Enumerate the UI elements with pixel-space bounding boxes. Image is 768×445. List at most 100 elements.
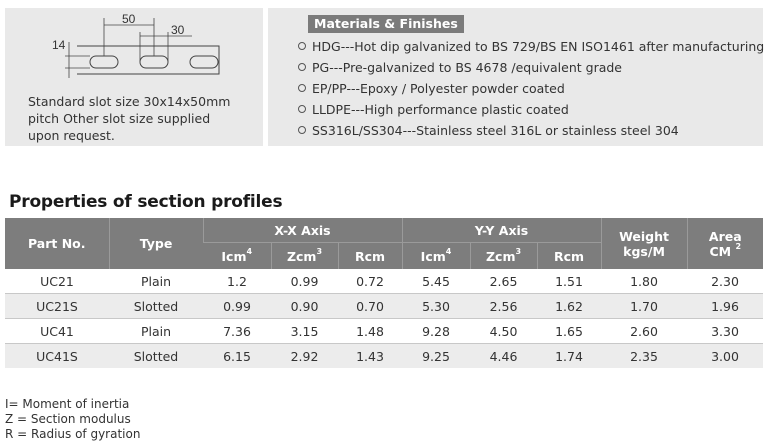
table-row: UC21 Plain 1.2 0.99 0.72 5.45 2.65 1.51 …: [5, 269, 764, 294]
materials-panel: Materials & Finishes HDG---Hot dip galva…: [268, 8, 764, 146]
header-yy-axis: Y-Y Axis: [401, 218, 602, 243]
header-icm-sup: 4: [445, 247, 452, 257]
cell-type: Plain: [109, 269, 203, 294]
cell-y-rcm: 1.65: [537, 318, 602, 344]
cell-area: 3.00: [687, 343, 764, 368]
slot-caption: Standard slot size 30x14x50mm pitch Othe…: [28, 93, 258, 144]
slot-caption-line: Standard slot size 30x14x50mm: [28, 94, 231, 109]
header-x-zcm: Zcm3: [270, 242, 338, 269]
header-area-sup: 2: [735, 242, 742, 252]
legend-item: Z = Section modulus: [5, 412, 131, 426]
cell-x-rcm: 1.48: [338, 318, 403, 344]
slot-3: [189, 55, 219, 69]
header-area-line1: Area: [708, 228, 742, 244]
slot-caption-line: pitch Other slot size supplied: [28, 111, 211, 126]
cell-x-zcm: 0.99: [271, 269, 338, 294]
cell-x-zcm: 3.15: [271, 318, 338, 344]
dim-pitch-label: 50: [122, 12, 136, 26]
bullet-icon: [298, 63, 306, 71]
header-icm-text: Icm: [420, 248, 446, 264]
material-item: HDG---Hot dip galvanized to BS 729/BS EN…: [298, 36, 764, 57]
header-zcm-sup: 3: [316, 247, 323, 257]
table-row: UC41 Plain 7.36 3.15 1.48 9.28 4.50 1.65…: [5, 318, 764, 344]
bullet-icon: [298, 105, 306, 113]
header-weight-line2: kgs/M: [623, 243, 665, 259]
header-part-no: Part No.: [5, 218, 109, 269]
cell-y-zcm: 4.50: [470, 318, 538, 344]
table-row: UC41S Slotted 6.15 2.92 1.43 9.25 4.46 1…: [5, 343, 764, 368]
header-zcm-sup: 3: [515, 247, 522, 257]
material-text: SS316L/SS304---Stainless steel 316L or s…: [312, 123, 679, 138]
cell-y-zcm: 2.65: [470, 269, 538, 294]
bullet-icon: [298, 42, 306, 50]
header-zcm-text: Zcm: [286, 248, 317, 264]
header-type: Type: [108, 218, 203, 269]
cell-type: Slotted: [109, 293, 203, 319]
slot-2: [139, 55, 169, 69]
dim-height-label: 14: [52, 38, 66, 52]
header-zcm-text: Zcm: [485, 248, 516, 264]
dim-length-label: 30: [171, 23, 185, 37]
header-area: Area CM 2: [686, 218, 764, 269]
material-item: PG---Pre-galvanized to BS 4678 /equivale…: [298, 57, 764, 78]
header-weight: Weight kgs/M: [600, 218, 688, 269]
header-y-icm: Icm4: [401, 242, 471, 269]
materials-header: Materials & Finishes: [308, 15, 464, 33]
cell-x-rcm: 0.70: [338, 293, 403, 319]
cell-y-zcm: 2.56: [470, 293, 538, 319]
cell-type: Plain: [109, 318, 203, 344]
table-row: UC21S Slotted 0.99 0.90 0.70 5.30 2.56 1…: [5, 293, 764, 319]
section-title: Properties of section profiles: [9, 192, 283, 212]
cell-area: 3.30: [687, 318, 764, 344]
cell-part-no: UC21: [5, 269, 109, 294]
cell-area: 1.96: [687, 293, 764, 319]
slot-diagram: 50 30 14: [52, 12, 220, 78]
cell-x-rcm: 1.43: [338, 343, 403, 368]
cell-x-icm: 7.36: [203, 318, 271, 344]
cell-y-icm: 9.28: [402, 318, 471, 344]
cell-y-rcm: 1.62: [537, 293, 602, 319]
cell-area: 2.30: [687, 269, 764, 294]
material-text: LLDPE---High performance plastic coated: [312, 102, 569, 117]
section-properties-table: Part No. Type X-X Axis Y-Y Axis Weight k…: [5, 218, 764, 368]
cell-part-no: UC41S: [5, 343, 109, 368]
bullet-icon: [298, 84, 306, 92]
header-area-line2: CM: [709, 243, 732, 259]
header-x-rcm: Rcm: [337, 242, 403, 269]
header-area-line2-wrap: CM 2: [688, 242, 764, 259]
cell-y-zcm: 4.46: [470, 343, 538, 368]
cell-weight: 1.70: [601, 293, 688, 319]
slot-1: [89, 55, 119, 69]
bullet-icon: [298, 126, 306, 134]
cell-type: Slotted: [109, 343, 203, 368]
cell-part-no: UC41: [5, 318, 109, 344]
slot-caption-line: upon request.: [28, 128, 115, 143]
cell-y-icm: 9.25: [402, 343, 471, 368]
header-x-icm: Icm4: [203, 242, 271, 269]
slot-diagram-panel: 50 30 14 Standard slot size 30x14x50mm p…: [5, 8, 263, 146]
cell-weight: 1.80: [601, 269, 688, 294]
material-text: HDG---Hot dip galvanized to BS 729/BS EN…: [312, 39, 765, 54]
cell-x-rcm: 0.72: [338, 269, 403, 294]
header-y-zcm: Zcm3: [469, 242, 538, 269]
cell-weight: 2.60: [601, 318, 688, 344]
material-text: EP/PP---Epoxy / Polyester powder coated: [312, 81, 565, 96]
cell-y-rcm: 1.74: [537, 343, 602, 368]
legend-item: R = Radius of gyration: [5, 427, 141, 441]
cell-y-icm: 5.30: [402, 293, 471, 319]
cell-x-icm: 1.2: [203, 269, 271, 294]
legend: I= Moment of inertia Z = Section modulus…: [5, 397, 140, 442]
header-icm-sup: 4: [246, 247, 253, 257]
material-item: EP/PP---Epoxy / Polyester powder coated: [298, 78, 764, 99]
cell-y-rcm: 1.51: [537, 269, 602, 294]
materials-list: HDG---Hot dip galvanized to BS 729/BS EN…: [298, 36, 764, 141]
header-y-rcm: Rcm: [536, 242, 602, 269]
cell-part-no: UC21S: [5, 293, 109, 319]
header-icm-text: Icm: [221, 248, 247, 264]
material-text: PG---Pre-galvanized to BS 4678 /equivale…: [312, 60, 622, 75]
header-xx-axis: X-X Axis: [202, 218, 403, 243]
material-item: SS316L/SS304---Stainless steel 316L or s…: [298, 120, 764, 141]
cell-x-zcm: 2.92: [271, 343, 338, 368]
legend-item: I= Moment of inertia: [5, 397, 130, 411]
material-item: LLDPE---High performance plastic coated: [298, 99, 764, 120]
